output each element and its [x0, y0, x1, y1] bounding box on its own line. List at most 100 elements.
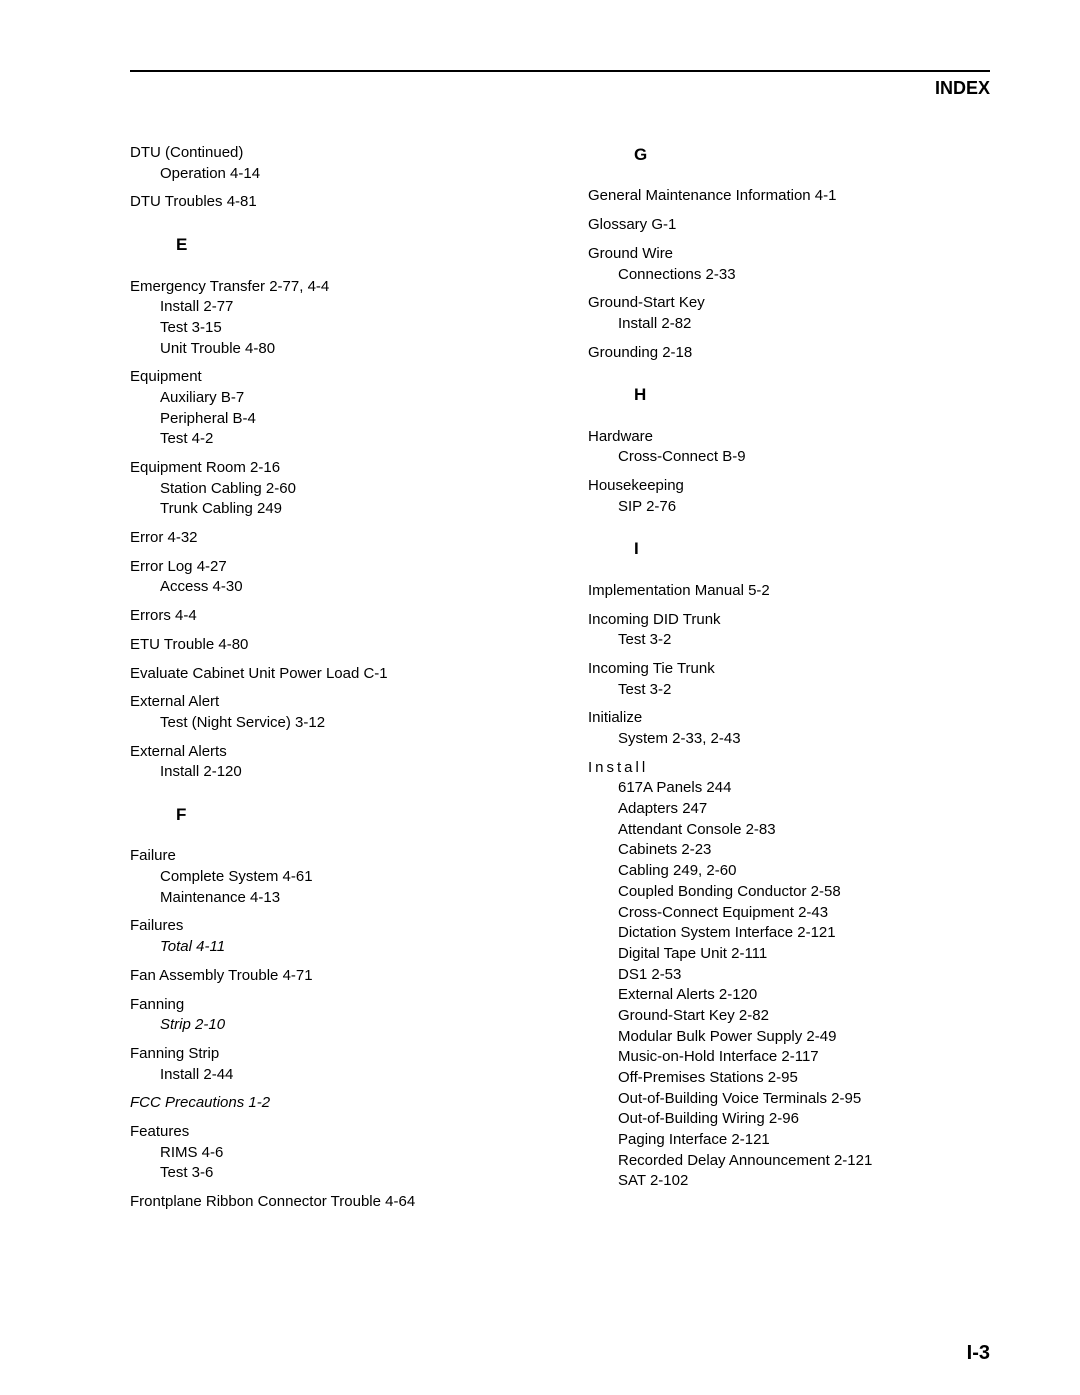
- entry-fanning: Fanning Strip 2-10: [130, 995, 532, 1036]
- entry-text: Install 2-120: [130, 762, 532, 783]
- entry-text: Test 3-2: [588, 680, 990, 701]
- entry-text: Test 3-6: [130, 1163, 532, 1184]
- entry-text: Features: [130, 1122, 532, 1143]
- header-rule: [130, 70, 990, 72]
- entry-text: Incoming Tie Trunk: [588, 659, 990, 680]
- entry-fanning-strip: Fanning Strip Install 2-44: [130, 1044, 532, 1085]
- section-heading-i: I: [634, 537, 990, 560]
- entry-text: Failures: [130, 916, 532, 937]
- entry-text: SAT 2-102: [588, 1171, 990, 1192]
- entry-dtu-troubles: DTU Troubles 4-81: [130, 192, 532, 213]
- entry-incoming-tie-trunk: Incoming Tie Trunk Test 3-2: [588, 659, 990, 700]
- entry-text: Install 2-44: [130, 1065, 532, 1086]
- entry-text: Music-on-Hold Interface 2-117: [588, 1047, 990, 1068]
- entry-text: Test 4-2: [130, 429, 532, 450]
- entry-ground-start-key: Ground-Start Key Install 2-82: [588, 293, 990, 334]
- entry-text: DS1 2-53: [588, 965, 990, 986]
- entry-text: Install: [588, 758, 990, 779]
- entry-text: Install 2-82: [588, 314, 990, 335]
- entry-text: Modular Bulk Power Supply 2-49: [588, 1027, 990, 1048]
- entry-text: Error Log 4-27: [130, 557, 532, 578]
- entry-text: External Alerts 2-120: [588, 985, 990, 1006]
- index-page: INDEX DTU (Continued) Operation 4-14 DTU…: [0, 0, 1080, 1395]
- entry-text: Test (Night Service) 3-12: [130, 713, 532, 734]
- entry-equipment-room: Equipment Room 2-16 Station Cabling 2-60…: [130, 458, 532, 520]
- entry-text: Failure: [130, 846, 532, 867]
- entry-fan-assembly: Fan Assembly Trouble 4-71: [130, 966, 532, 987]
- entry-text: Connections 2-33: [588, 265, 990, 286]
- entry-fcc-precautions: FCC Precautions 1-2: [130, 1093, 532, 1114]
- entry-text: Cabling 249, 2-60: [588, 861, 990, 882]
- page-header: INDEX: [130, 78, 990, 99]
- entry-text: Coupled Bonding Conductor 2-58: [588, 882, 990, 903]
- entry-text: Test 3-2: [588, 630, 990, 651]
- entry-text: Operation 4-14: [130, 164, 532, 185]
- section-heading-g: G: [634, 143, 990, 166]
- section-heading-f: F: [176, 803, 532, 826]
- entry-features: Features RIMS 4-6 Test 3-6: [130, 1122, 532, 1184]
- entry-grounding: Grounding 2-18: [588, 343, 990, 364]
- entry-text: Initialize: [588, 708, 990, 729]
- index-columns: DTU (Continued) Operation 4-14 DTU Troub…: [130, 143, 990, 1221]
- entry-text: DTU (Continued): [130, 143, 532, 164]
- entry-text: Test 3-15: [130, 318, 532, 339]
- entry-text: Out-of-Building Wiring 2-96: [588, 1109, 990, 1130]
- entry-ground-wire: Ground Wire Connections 2-33: [588, 244, 990, 285]
- entry-text: Digital Tape Unit 2-111: [588, 944, 990, 965]
- entry-text: Total 4-11: [130, 937, 532, 958]
- entry-glossary: Glossary G-1: [588, 215, 990, 236]
- left-column: DTU (Continued) Operation 4-14 DTU Troub…: [130, 143, 532, 1221]
- entry-frontplane: Frontplane Ribbon Connector Trouble 4-64: [130, 1192, 532, 1213]
- entry-errors: Errors 4-4: [130, 606, 532, 627]
- entry-text: Equipment: [130, 367, 532, 388]
- entry-text: Equipment Room 2-16: [130, 458, 532, 479]
- entry-text: Peripheral B-4: [130, 409, 532, 430]
- entry-error-log: Error Log 4-27 Access 4-30: [130, 557, 532, 598]
- entry-text: Station Cabling 2-60: [130, 479, 532, 500]
- entry-equipment: Equipment Auxiliary B-7 Peripheral B-4 T…: [130, 367, 532, 450]
- entry-install: Install 617A Panels 244 Adapters 247 Att…: [588, 758, 990, 1192]
- entry-external-alert: External Alert Test (Night Service) 3-12: [130, 692, 532, 733]
- entry-text: External Alert: [130, 692, 532, 713]
- section-heading-h: H: [634, 383, 990, 406]
- entry-text: Auxiliary B-7: [130, 388, 532, 409]
- entry-text: Hardware: [588, 427, 990, 448]
- entry-text: Trunk Cabling 249: [130, 499, 532, 520]
- entry-text: Recorded Delay Announcement 2-121: [588, 1151, 990, 1172]
- entry-text: Housekeeping: [588, 476, 990, 497]
- entry-text: System 2-33, 2-43: [588, 729, 990, 750]
- page-number: I-3: [967, 1342, 990, 1365]
- entry-text: Attendant Console 2-83: [588, 820, 990, 841]
- entry-incoming-did-trunk: Incoming DID Trunk Test 3-2: [588, 610, 990, 651]
- entry-general-maintenance: General Maintenance Information 4-1: [588, 186, 990, 207]
- entry-text: Unit Trouble 4-80: [130, 339, 532, 360]
- entry-external-alerts: External Alerts Install 2-120: [130, 742, 532, 783]
- entry-text: SIP 2-76: [588, 497, 990, 518]
- entry-text: Fanning: [130, 995, 532, 1016]
- entry-text: Dictation System Interface 2-121: [588, 923, 990, 944]
- entry-housekeeping: Housekeeping SIP 2-76: [588, 476, 990, 517]
- entry-text: RIMS 4-6: [130, 1143, 532, 1164]
- entry-text: Out-of-Building Voice Terminals 2-95: [588, 1089, 990, 1110]
- entry-error: Error 4-32: [130, 528, 532, 549]
- entry-text: Off-Premises Stations 2-95: [588, 1068, 990, 1089]
- entry-dtu-continued: DTU (Continued) Operation 4-14: [130, 143, 532, 184]
- entry-text: Complete System 4-61: [130, 867, 532, 888]
- section-heading-e: E: [176, 233, 532, 256]
- entry-text: Ground-Start Key 2-82: [588, 1006, 990, 1027]
- entry-text: Adapters 247: [588, 799, 990, 820]
- entry-failures: Failures Total 4-11: [130, 916, 532, 957]
- entry-text: Paging Interface 2-121: [588, 1130, 990, 1151]
- entry-text: Cross-Connect Equipment 2-43: [588, 903, 990, 924]
- entry-text: External Alerts: [130, 742, 532, 763]
- entry-text: Access 4-30: [130, 577, 532, 598]
- entry-text: Incoming DID Trunk: [588, 610, 990, 631]
- entry-text: Install 2-77: [130, 297, 532, 318]
- entry-text: Emergency Transfer 2-77, 4-4: [130, 277, 532, 298]
- entry-text: Cabinets 2-23: [588, 840, 990, 861]
- entry-initialize: Initialize System 2-33, 2-43: [588, 708, 990, 749]
- entry-text: Cross-Connect B-9: [588, 447, 990, 468]
- entry-text: Ground Wire: [588, 244, 990, 265]
- entry-implementation-manual: Implementation Manual 5-2: [588, 581, 990, 602]
- entry-text: Strip 2-10: [130, 1015, 532, 1036]
